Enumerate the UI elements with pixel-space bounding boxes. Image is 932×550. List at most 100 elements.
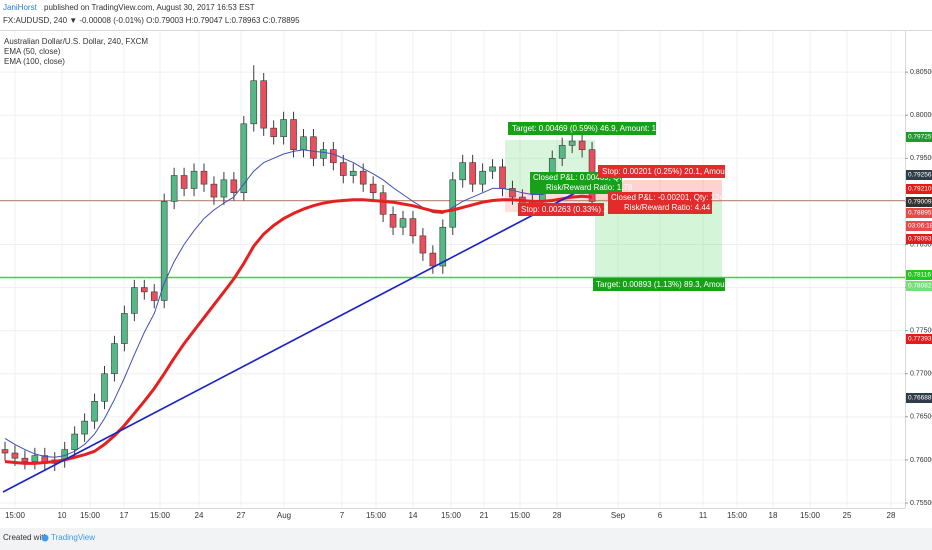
candle-body (558, 145, 566, 159)
footer-created: Created with (3, 533, 48, 542)
long-rr: Risk/Reward Ratio: 1.78 (546, 183, 633, 192)
candle-body (578, 140, 586, 150)
candle-body (320, 149, 327, 159)
candle-body (1, 449, 9, 454)
x-tick-label: 15:00 (800, 511, 821, 520)
price-tag (906, 208, 932, 218)
price-tag (906, 132, 932, 142)
x-tick-label: 18 (769, 511, 778, 520)
price-tag-label: 0.79725 (908, 134, 932, 141)
candle-body (250, 80, 258, 125)
candle-body (369, 183, 377, 194)
price-tag (906, 393, 932, 403)
price-tag-label: 0.78093 (908, 236, 932, 243)
price-tag (906, 221, 932, 231)
candle-body (509, 188, 516, 198)
candle-body (359, 170, 367, 185)
short-rr: Risk/Reward Ratio: 4.44 (624, 203, 711, 212)
legend-entry: Australian Dollar/U.S. Dollar, 240, FXCM (4, 37, 148, 46)
candle-body (270, 127, 277, 138)
axes: 15:00 10 15:00 17 15:00 24 27 Aug 7 15:00 14 15:00 2… (5, 69, 932, 520)
short-target-zone (595, 202, 722, 278)
x-tick-label: 28 (887, 511, 896, 520)
x-tick-label: 15:00 (441, 511, 462, 520)
candle-body (260, 80, 268, 129)
long-stop: Stop: 0.00263 (0.33%) 26.3, Amou (521, 205, 644, 214)
candle-body (310, 136, 317, 159)
price-tag-label: 0.79009 (908, 199, 932, 206)
candle-body (449, 179, 457, 228)
x-tick-label: 28 (553, 511, 562, 520)
candle-body (91, 401, 98, 422)
candle-body (459, 162, 467, 181)
candle-body (439, 226, 447, 267)
author[interactable]: JaniHorst (3, 3, 38, 12)
short-target: Target: 0.00893 (1.13%) 89.3, Amount: 21… (596, 280, 760, 289)
candle-body (330, 149, 337, 163)
candle-body (399, 218, 407, 228)
candle-body (240, 123, 248, 194)
x-tick-label: 15:00 (366, 511, 387, 520)
candle-body (11, 452, 19, 459)
price-tag-label: 0.76688 (908, 395, 932, 402)
price-tag (906, 234, 932, 244)
price-tag-label: 0.78116 (908, 272, 931, 279)
x-tick-label: 25 (843, 511, 852, 520)
candle-body (200, 170, 208, 185)
candle-body (479, 170, 486, 185)
candle-body (300, 136, 307, 150)
logo-icon (41, 534, 49, 542)
x-tick-label: 11 (699, 511, 708, 520)
candle-body (220, 179, 228, 198)
x-tick-label: 6 (658, 511, 663, 520)
candle-body (150, 291, 158, 301)
candle-body (81, 420, 88, 435)
price-tag (906, 184, 932, 194)
candle-body (469, 162, 476, 185)
price-tag-label: 0.79256 (908, 172, 932, 179)
candle-body (230, 179, 238, 194)
candle-body (160, 201, 168, 301)
candle-body (489, 166, 496, 172)
candle-body (379, 192, 387, 215)
candle-body (101, 373, 108, 402)
footer (0, 528, 932, 550)
candle-body (21, 457, 29, 462)
label-box (608, 192, 712, 214)
label-box (518, 203, 604, 216)
footer-brand[interactable]: TradingView (51, 533, 95, 542)
candle-body (111, 343, 118, 375)
price-tag (906, 334, 932, 344)
candle-body (290, 119, 297, 150)
price-tag-label: 0.77393 (908, 336, 932, 343)
price-tag-label: 0.79210 (908, 186, 932, 193)
price-tag-label: 0.78895 (908, 210, 932, 217)
candle-body (210, 183, 218, 198)
label-box (598, 165, 725, 178)
label-box (508, 122, 656, 135)
short-stop: Stop: 0.00201 (0.25%) 20.1, Amount: 750 (602, 167, 750, 176)
long-closed: Closed P&L: 0.00469, Qty: (533, 173, 628, 182)
x-tick-label: Aug (277, 511, 291, 520)
candle-body (389, 214, 397, 228)
price-tag-label: 03:06:18 (908, 223, 932, 230)
price-tag (906, 197, 932, 207)
x-tick-label: 15:00 (5, 511, 26, 520)
x-tick-label: Sep (611, 511, 626, 520)
short-closed: Closed P&L: -0.00201, Qty: 124378 (611, 193, 738, 202)
legend-entry: EMA (50, close) (4, 47, 61, 56)
candle-body (429, 252, 437, 267)
ema-line (4, 194, 593, 465)
candle-body (419, 235, 427, 254)
long-target: Target: 0.00469 (0.59%) 46.9, Amount: 14… (512, 124, 681, 133)
candle-body (71, 433, 78, 450)
candle-body (568, 140, 576, 146)
price-tag-label: 0.78082 (908, 283, 932, 290)
